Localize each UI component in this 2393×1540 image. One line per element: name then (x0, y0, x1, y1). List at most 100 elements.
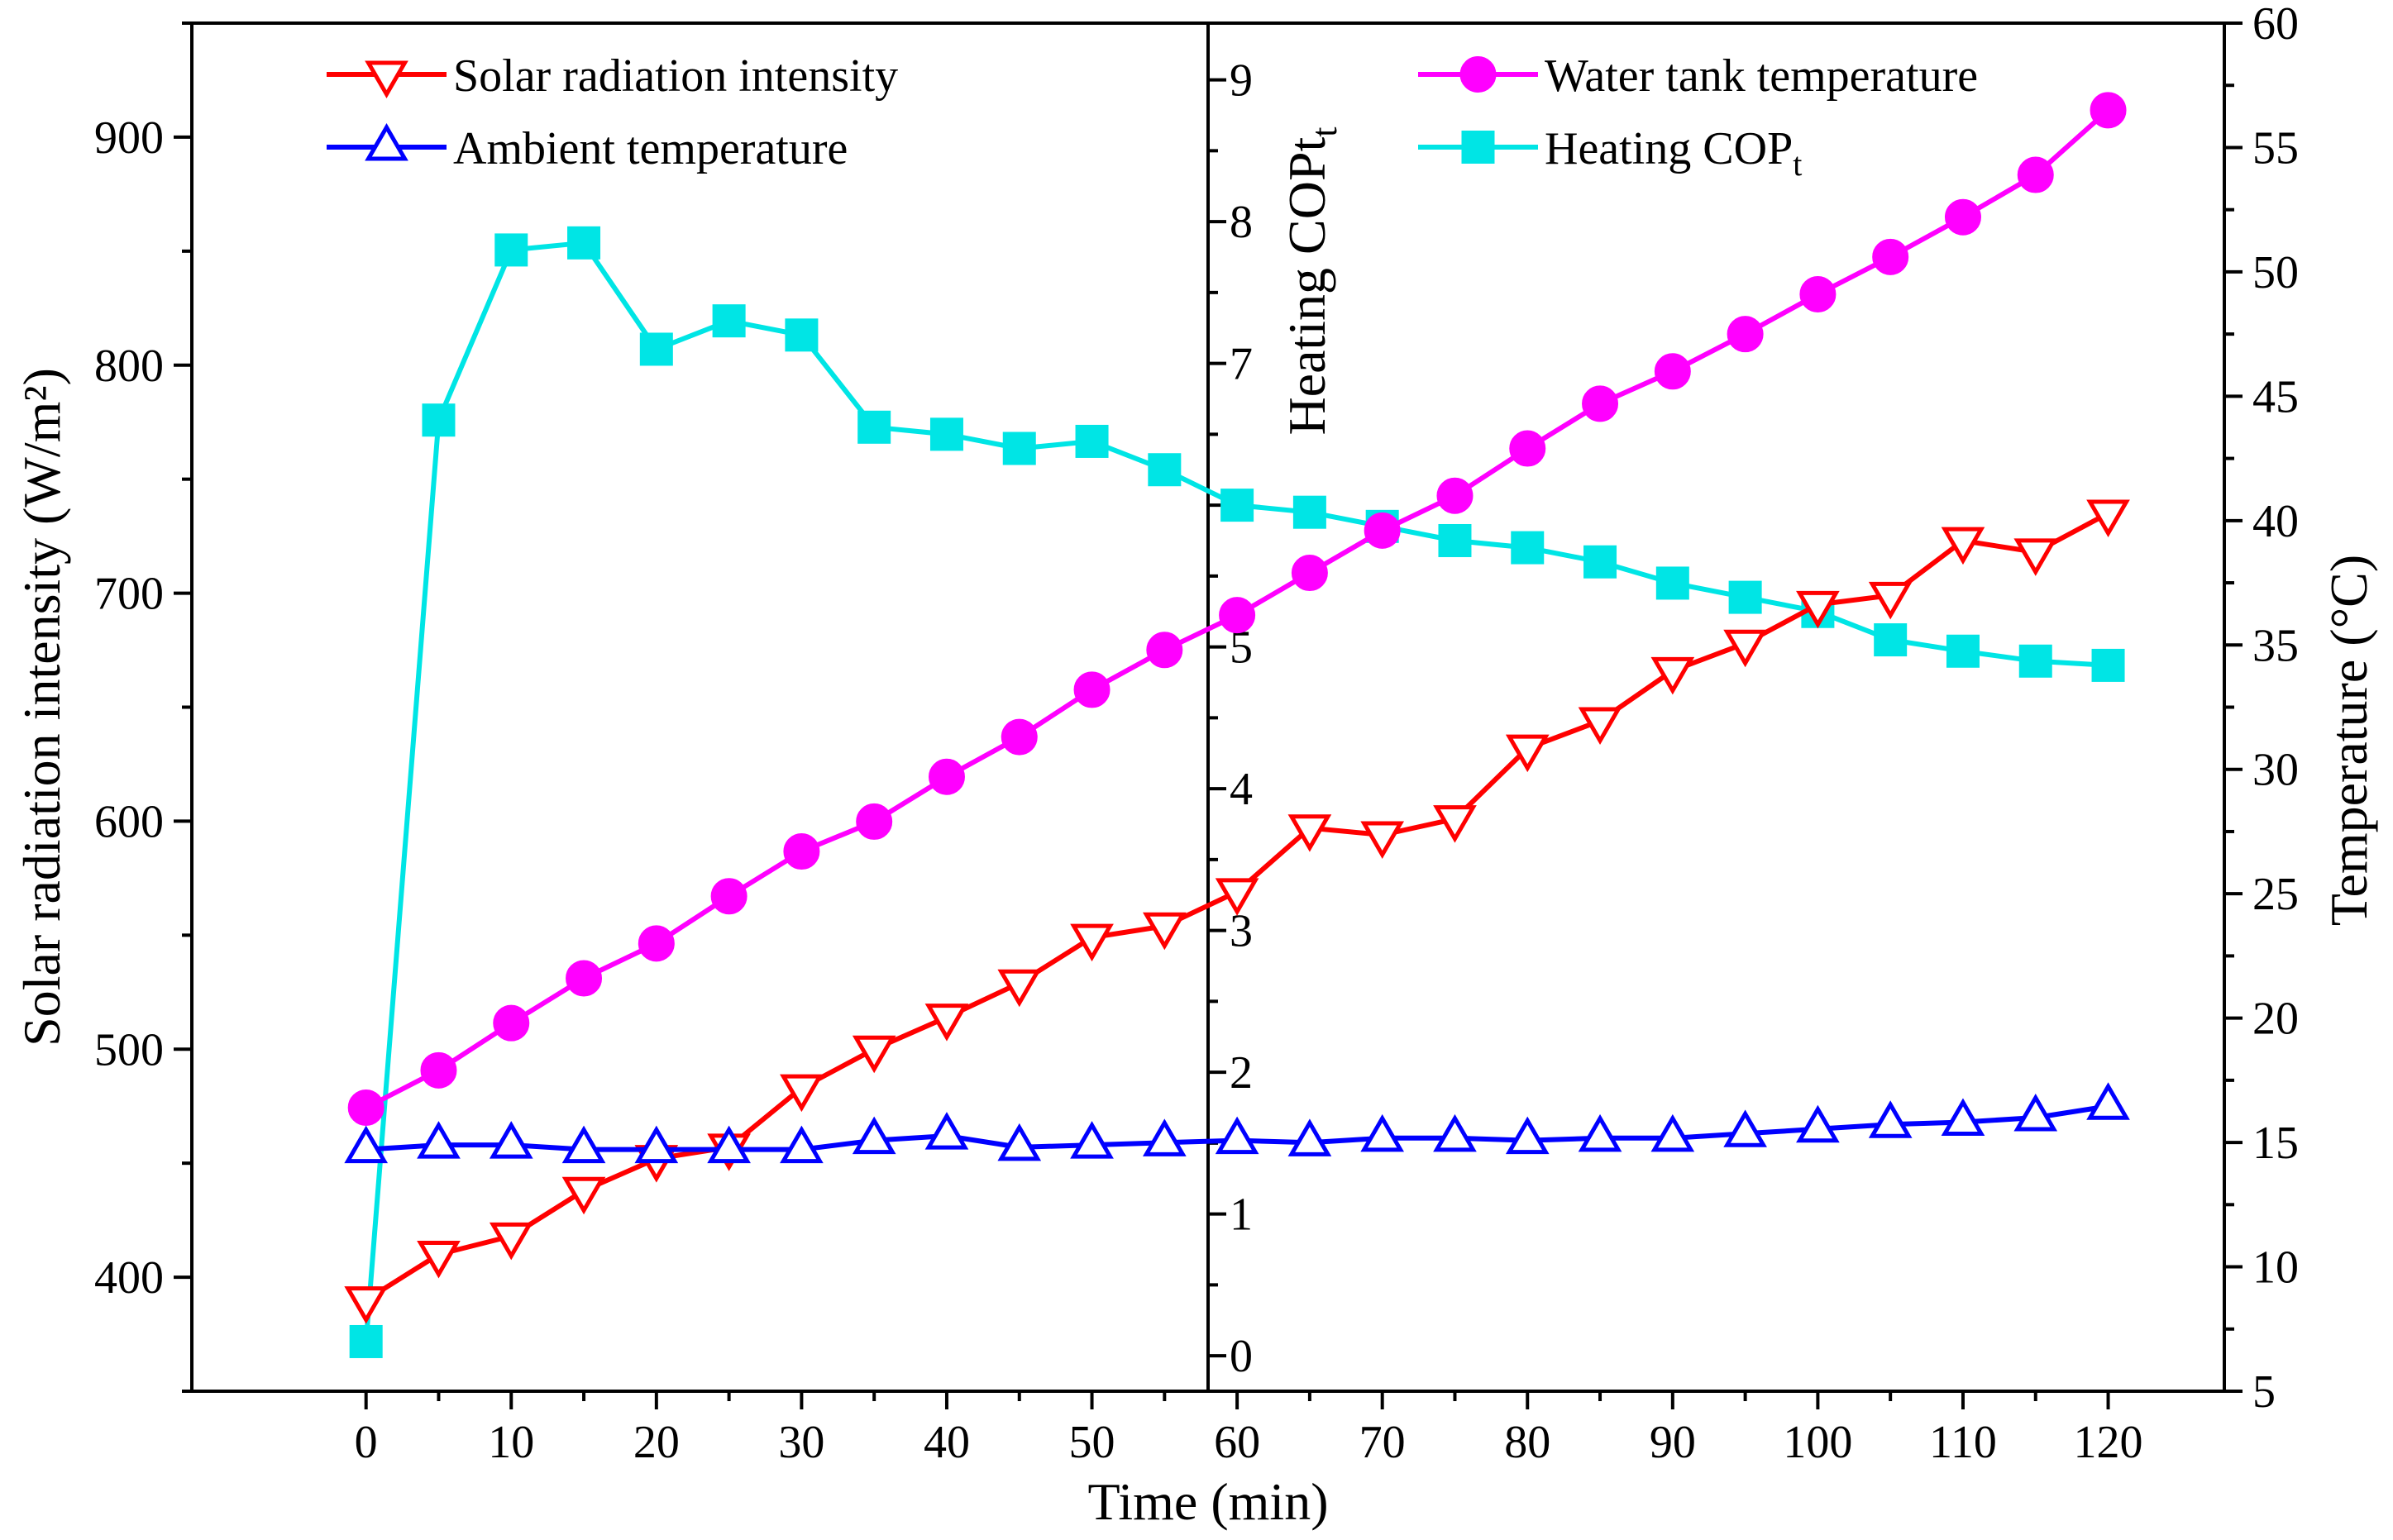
right-axis-title: Temperature (°C) (2319, 555, 2378, 926)
legend-swatch-marker (365, 123, 408, 161)
data-point (639, 332, 673, 366)
data-point (1215, 1116, 1259, 1155)
right-tick-label: 40 (2252, 496, 2299, 547)
data-point (1073, 671, 1111, 708)
x-tick-label: 80 (1504, 1417, 1550, 1468)
data-point (2013, 1094, 2058, 1132)
x-tick-label: 10 (488, 1417, 534, 1468)
data-point (1723, 1109, 1767, 1147)
data-point (1941, 1098, 1985, 1137)
data-point (1946, 634, 1980, 668)
legend-cop-subscript: t (1793, 145, 1802, 183)
data-point (2086, 1082, 2130, 1120)
right-tick-label: 20 (2252, 994, 2299, 1045)
data-point (1215, 878, 1259, 916)
data-point (856, 803, 893, 840)
data-point (1433, 805, 1477, 843)
data-point (928, 758, 965, 795)
data-point (1505, 734, 1550, 773)
series-triangle-up (344, 1082, 2130, 1164)
middle-tick-label: 8 (1230, 197, 1253, 248)
legend-swatch-marker (1459, 56, 1497, 93)
data-point (1511, 531, 1545, 565)
data-point (349, 1324, 383, 1358)
data-point (2013, 538, 2058, 576)
data-point (852, 1035, 896, 1074)
left-tick-label: 900 (94, 112, 164, 164)
middle-axis-title-subscript: t (1304, 126, 1345, 136)
data-point (489, 1121, 533, 1159)
right-tick-label: 55 (2252, 122, 2299, 174)
x-tick-label: 90 (1650, 1417, 1696, 1468)
x-tick-label: 120 (2074, 1417, 2143, 1468)
data-point (997, 1123, 1042, 1161)
data-point (2090, 92, 2127, 129)
right-tick-label: 5 (2252, 1366, 2276, 1418)
data-point (1070, 923, 1114, 962)
data-point (1727, 316, 1764, 353)
data-point (1944, 198, 1981, 236)
data-point (1872, 238, 1909, 275)
x-tick-label: 60 (1214, 1417, 1260, 1468)
data-point (857, 410, 891, 444)
data-point (1505, 1116, 1550, 1155)
series-circle (347, 92, 2127, 1126)
left-tick-label: 500 (94, 1024, 164, 1075)
left-axis-title: Solar radiation intensity (W/m²) (12, 368, 71, 1047)
data-point (1509, 430, 1546, 467)
left-tick-label: 700 (94, 569, 164, 620)
data-point (780, 1125, 824, 1164)
data-point (712, 304, 746, 338)
data-point (2091, 648, 2125, 682)
legend-ambient-label: Ambient temperature (453, 123, 848, 174)
data-point (1650, 656, 1695, 695)
data-point (489, 1222, 533, 1261)
data-point (422, 403, 456, 437)
x-tick-label: 40 (924, 1417, 970, 1468)
data-point (634, 1125, 679, 1164)
data-point (1001, 718, 1038, 756)
middle-tick-label: 4 (1230, 764, 1253, 815)
data-point (1075, 424, 1109, 458)
data-point (710, 878, 748, 915)
data-point (1364, 512, 1401, 549)
data-point (852, 1116, 896, 1155)
x-tick-label: 110 (1929, 1417, 1997, 1468)
data-point (1287, 814, 1332, 852)
data-point (638, 925, 675, 962)
right-tick-label: 10 (2252, 1242, 2299, 1294)
data-point (347, 1089, 385, 1126)
legend-cop-label: Heating COPt (1545, 123, 1802, 183)
data-point (2086, 499, 2130, 538)
middle-tick-label: 1 (1230, 1190, 1253, 1241)
middle-axis-title: Heating COPtt (1278, 126, 1345, 435)
data-point (1436, 477, 1474, 514)
data-point (1292, 495, 1326, 529)
title-layer: Time (min) Solar radiation intensity (W/… (12, 126, 2378, 1531)
data-point (1582, 385, 1619, 422)
legend-layer: Solar radiation intensity Ambient temper… (327, 50, 1978, 183)
right-tick-label: 60 (2252, 0, 2299, 50)
data-point (1654, 353, 1691, 390)
middle-tick-label: 3 (1230, 906, 1253, 957)
data-point (1728, 580, 1762, 614)
right-tick-label: 25 (2252, 869, 2299, 920)
axes-layer: 0 10 20 30 40 50 60 70 80 90 100 110 120400500600700… (94, 0, 2299, 1468)
legend-swatch-marker (1461, 131, 1495, 164)
left-tick-label: 600 (94, 796, 164, 847)
data-point (997, 969, 1042, 1008)
data-point (1650, 1113, 1695, 1152)
data-point (344, 1125, 389, 1164)
middle-axis-title-main: Heating COPt (1278, 136, 1336, 435)
middle-tick-label: 2 (1230, 1047, 1253, 1099)
data-point (924, 1004, 969, 1042)
data-point (2018, 644, 2052, 678)
data-point (1142, 912, 1187, 951)
data-point (493, 1004, 530, 1042)
data-point (1438, 523, 1472, 557)
data-point (1433, 1113, 1477, 1152)
data-point (1148, 453, 1182, 487)
x-tick-label: 0 (355, 1417, 378, 1468)
data-point (1655, 566, 1689, 600)
data-point (1070, 1121, 1114, 1159)
